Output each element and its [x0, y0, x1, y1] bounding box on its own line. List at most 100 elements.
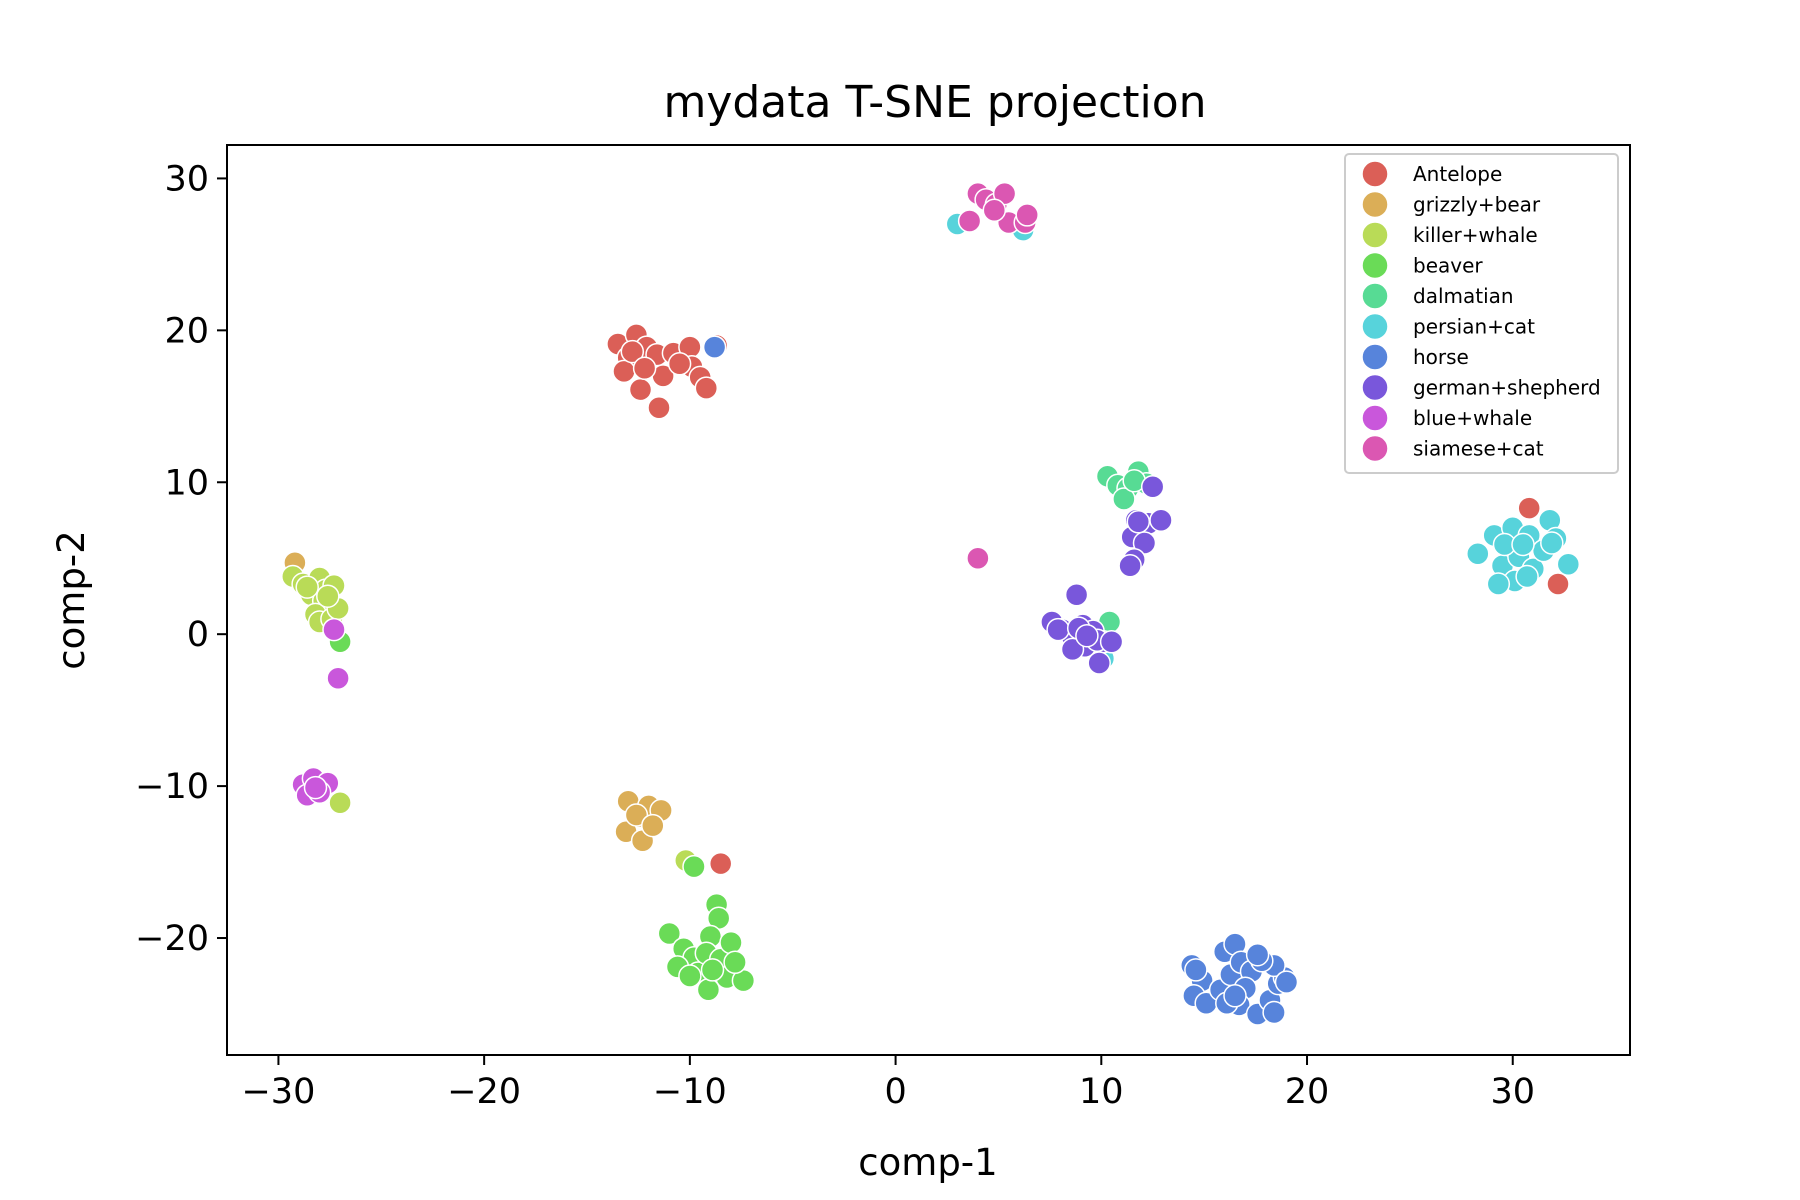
legend-marker: [1361, 251, 1389, 280]
point-Antelope-19: [1517, 496, 1541, 520]
y-tick-label: 30: [164, 159, 209, 199]
point-blue+whale-8: [303, 775, 328, 800]
point-Antelope-15: [632, 356, 657, 381]
legend-marker: [1361, 404, 1389, 432]
series-horse: [702, 335, 1299, 1026]
point-horse-23: [1184, 958, 1208, 982]
point-killer+whale-12: [316, 584, 340, 608]
point-horse-22: [1274, 970, 1299, 994]
point-siamese+cat-8: [982, 198, 1007, 223]
x-tick-label: 30: [1490, 1072, 1535, 1112]
legend-label: dalmatian: [1413, 284, 1514, 308]
legend-marker: [1361, 434, 1389, 463]
legend-label: horse: [1413, 345, 1469, 369]
y-tick-label: 0: [187, 615, 209, 655]
point-Antelope-13: [647, 396, 671, 420]
point-german+shepherd-19: [1099, 630, 1124, 654]
legend-item-persian+cat: persian+cat: [1361, 312, 1535, 341]
point-Antelope-6: [628, 377, 653, 402]
point-siamese+cat-9: [966, 546, 990, 570]
point-german+shepherd-20: [1046, 617, 1070, 642]
legend-label: blue+whale: [1413, 406, 1532, 430]
x-axis-label: comp-1: [858, 1141, 997, 1184]
series-Antelope: [606, 323, 1570, 876]
point-Antelope-18: [708, 851, 733, 876]
point-persian+cat-17: [1540, 531, 1564, 555]
point-beaver-17: [723, 950, 747, 975]
point-beaver-18: [678, 964, 702, 988]
point-dalmatian-5: [1112, 487, 1136, 511]
point-german+shepherd-5: [1132, 531, 1157, 555]
chart-title: mydata T-SNE projection: [663, 77, 1206, 128]
legend-item-german+shepherd: german+shepherd: [1361, 373, 1601, 402]
legend-item-dalmatian: dalmatian: [1361, 282, 1514, 310]
point-german+shepherd-16: [1060, 637, 1085, 662]
legend-marker: [1361, 312, 1389, 341]
point-killer+whale-13: [328, 791, 352, 815]
point-horse-24: [1223, 984, 1247, 1008]
point-horse-0: [702, 335, 727, 359]
point-siamese+cat-6: [1015, 203, 1039, 227]
point-persian+cat-3: [1466, 541, 1490, 566]
legend-label: siamese+cat: [1413, 437, 1544, 461]
point-german+shepherd-23: [1126, 510, 1151, 534]
legend-item-Antelope: Antelope: [1361, 160, 1502, 188]
point-german+shepherd-3: [1149, 508, 1173, 532]
series-dalmatian: [1095, 459, 1159, 634]
point-grizzly+bear-8: [641, 813, 665, 838]
point-persian+cat-13: [1556, 552, 1581, 577]
series-blue+whale: [291, 617, 350, 807]
point-blue+whale-0: [322, 617, 346, 642]
y-axis-label: comp-2: [50, 530, 93, 669]
legend-label: beaver: [1413, 254, 1483, 278]
y-tick-label: −20: [135, 919, 209, 959]
series-grizzly+bear: [283, 551, 673, 853]
x-tick-label: −10: [653, 1072, 727, 1112]
legend-item-blue+whale: blue+whale: [1361, 404, 1532, 432]
point-Antelope-5: [612, 359, 636, 384]
point-Antelope-20: [1546, 572, 1570, 596]
point-persian+cat-16: [1515, 564, 1539, 589]
legend-marker: [1361, 221, 1389, 249]
point-beaver-1: [682, 854, 706, 879]
legend-label: grizzly+bear: [1413, 193, 1541, 217]
point-horse-21: [1245, 942, 1270, 967]
legend-marker: [1361, 160, 1389, 188]
legend-item-killer+whale: killer+whale: [1361, 221, 1538, 249]
x-axis: −30 −20 −10 0 10 20 30: [241, 1055, 1535, 1112]
y-tick-label: 10: [164, 463, 209, 503]
legend-marker: [1361, 343, 1389, 371]
point-horse-20: [1262, 1000, 1286, 1025]
legend: Antelope grizzly+bear killer+whale beaver da…: [1344, 153, 1619, 474]
legend-item-siamese+cat: siamese+cat: [1361, 434, 1544, 463]
x-tick-label: 20: [1285, 1072, 1330, 1112]
point-Antelope-14: [620, 339, 645, 364]
legend-marker: [1361, 190, 1389, 219]
legend-label: persian+cat: [1413, 315, 1535, 339]
point-beaver-16: [700, 958, 725, 982]
point-siamese+cat-3: [992, 181, 1017, 206]
legend-label: killer+whale: [1413, 223, 1538, 247]
y-axis: −20 −10 0 10 20 30: [135, 159, 227, 959]
series-german+shepherd: [1040, 475, 1173, 675]
point-grizzly+bear-7: [624, 803, 649, 827]
point-Antelope-16: [667, 352, 692, 376]
point-siamese+cat-7: [957, 209, 982, 233]
y-tick-label: 20: [164, 311, 209, 351]
x-tick-label: 10: [1079, 1072, 1124, 1112]
series-siamese+cat: [957, 181, 1039, 570]
point-german+shepherd-0: [1140, 475, 1165, 499]
point-beaver-12: [719, 930, 743, 955]
point-Antelope-12: [694, 376, 719, 400]
legend-marker: [1361, 373, 1389, 402]
point-persian+cat-15: [1486, 572, 1511, 596]
x-tick-label: −30: [241, 1072, 315, 1112]
point-beaver-4: [657, 921, 682, 946]
legend-marker: [1361, 282, 1389, 310]
point-beaver-15: [696, 977, 721, 1002]
point-killer+whale-11: [295, 575, 319, 599]
legend-box: [1344, 153, 1619, 474]
x-tick-label: −20: [447, 1072, 521, 1112]
y-tick-label: −10: [135, 767, 209, 807]
point-german+shepherd-7: [1118, 554, 1142, 578]
